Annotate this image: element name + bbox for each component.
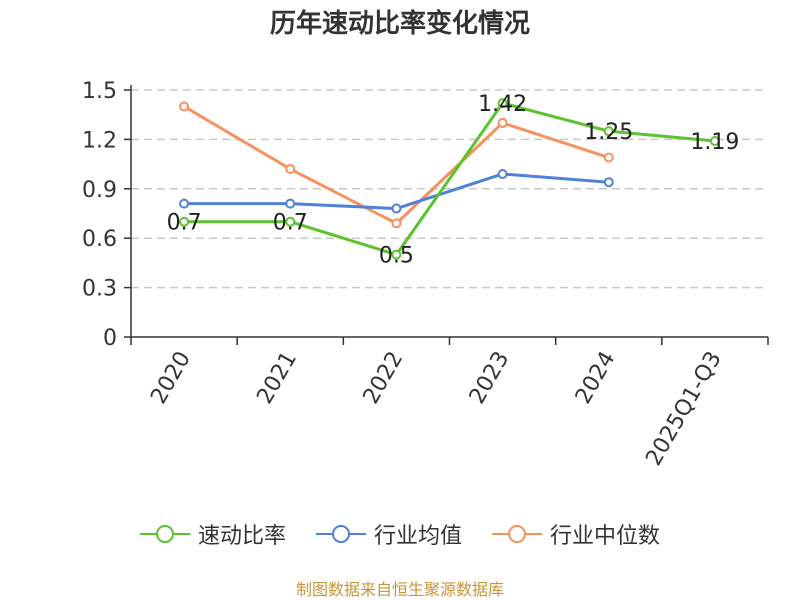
x-tick-label-3: 2023 <box>465 347 515 408</box>
x-tick-label-5: 2025Q1-Q3 <box>641 347 726 470</box>
series-line-1 <box>184 172 609 211</box>
y-tick-label-5: 1.5 <box>82 79 117 104</box>
point-0-0 <box>179 216 190 227</box>
data-label-4: 1.25 <box>584 120 633 145</box>
point-1-2 <box>391 203 402 214</box>
grid-lines <box>131 89 768 289</box>
y-tick-label-0: 0 <box>103 326 117 351</box>
legend-swatch-2 <box>492 525 542 543</box>
point-0-2 <box>391 249 402 260</box>
point-1-3 <box>497 168 508 179</box>
axes <box>124 85 769 345</box>
point-2-3 <box>497 117 508 128</box>
point-2-4 <box>603 152 614 163</box>
x-tick-label-2: 2022 <box>359 347 409 408</box>
data-labels: 0.7 0.7 0.5 1.42 1.25 1.19 <box>167 92 740 268</box>
point-2-2 <box>391 218 402 229</box>
point-1-1 <box>285 198 296 209</box>
point-1-0 <box>179 198 190 209</box>
legend-item-0[interactable]: 速动比率 <box>139 518 286 550</box>
x-tick-labels: 2020 2021 2022 2023 2024 2025Q1-Q3 <box>146 347 726 470</box>
point-0-3 <box>497 98 508 109</box>
data-label-5: 1.19 <box>690 130 739 155</box>
legend-label-0: 速动比率 <box>197 524 286 549</box>
x-tick-label-0: 2020 <box>146 347 196 408</box>
source-note: 制图数据来自恒生聚源数据库 <box>295 580 504 599</box>
data-label-2: 0.5 <box>379 244 414 269</box>
y-tick-labels: 0 0.3 0.6 0.9 1.2 1.5 <box>82 79 117 351</box>
point-0-5 <box>709 136 720 147</box>
legend-label-1: 行业均值 <box>373 524 462 549</box>
data-label-0: 0.7 <box>167 211 202 236</box>
y-tick-label-4: 1.2 <box>82 128 117 153</box>
y-tick-label-1: 0.3 <box>82 277 117 302</box>
line-chart: 00.30.60.91.21.5 2020 2021 2022 2023 2024 202… <box>82 79 769 470</box>
point-1-4 <box>603 177 614 188</box>
legend-item-2[interactable]: 行业中位数 <box>492 518 660 550</box>
legend: 速动比率 行业均值 行业中位数 <box>0 518 800 550</box>
point-2-0 <box>179 101 190 112</box>
chart-title: 历年速动比率变化情况 <box>269 9 530 39</box>
x-tick-label-4: 2024 <box>571 347 621 408</box>
data-label-1: 0.7 <box>273 211 308 236</box>
y-tick-label-2: 0.6 <box>82 227 117 252</box>
point-2-1 <box>285 164 296 175</box>
legend-swatch-1 <box>315 525 366 543</box>
legend-item-1[interactable]: 行业均值 <box>315 518 462 550</box>
x-tick-label-1: 2021 <box>252 347 302 408</box>
data-label-3: 1.42 <box>478 92 527 117</box>
legend-swatch-0 <box>139 525 190 543</box>
point-0-4 <box>603 126 614 137</box>
legend-label-2: 行业中位数 <box>550 524 661 549</box>
series-line-0 <box>184 101 716 257</box>
point-0-1 <box>285 216 296 227</box>
y-tick-label-3: 0.9 <box>82 178 117 203</box>
series-lines <box>179 98 720 260</box>
